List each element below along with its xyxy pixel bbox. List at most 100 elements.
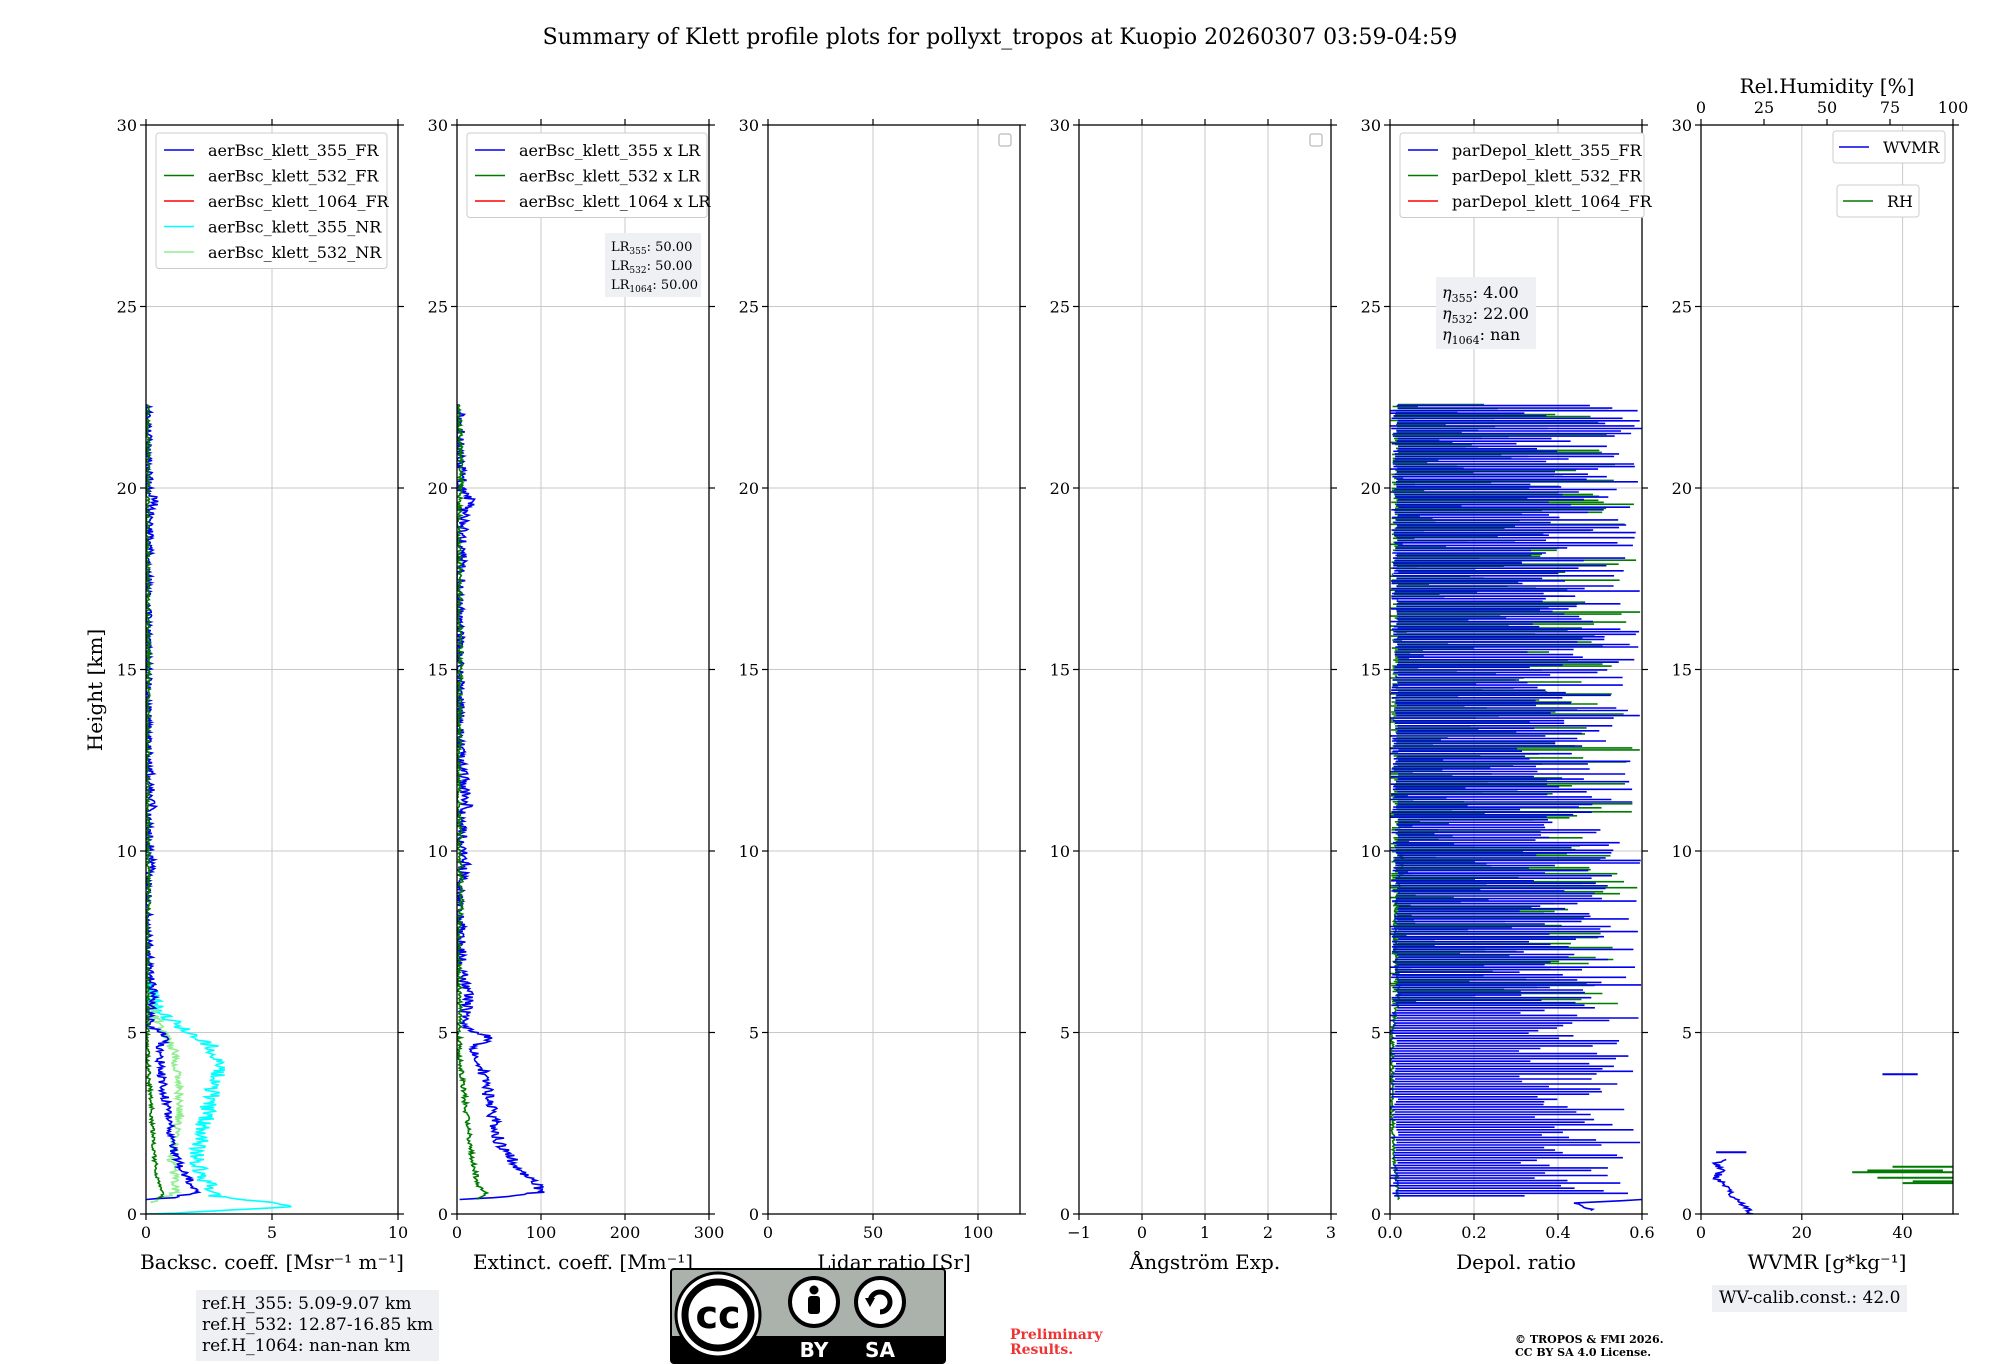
x-axis-title: Ångström Exp.: [1129, 1249, 1280, 1274]
copyright-note: © TROPOS & FMI 2026. CC BY SA 4.0 Licens…: [1515, 1333, 1664, 1359]
y-tick-label: 5: [749, 1024, 759, 1043]
y-tick-label: 0: [127, 1205, 137, 1224]
legend-label: aerBsc_klett_532_FR: [208, 167, 379, 186]
x-axis-title: Depol. ratio: [1456, 1250, 1576, 1274]
x-axis-title: Backsc. coeff. [Msr⁻¹ m⁻¹]: [140, 1250, 404, 1274]
x-tick-label: 0: [1696, 1223, 1706, 1242]
cc-sa-label: SA: [865, 1338, 895, 1362]
y-tick-label: 0: [1060, 1205, 1070, 1224]
x-axis-title: WVMR [g*kg⁻¹]: [1748, 1250, 1907, 1274]
y-tick-label: 20: [1361, 479, 1381, 498]
y-tick-label: 20: [117, 479, 137, 498]
y-tick-label: 30: [1672, 116, 1692, 135]
series-group: [457, 403, 545, 1201]
x-tick-label: −1: [1067, 1223, 1091, 1242]
y-tick-label: 15: [117, 661, 137, 680]
y-tick-label: 0: [1371, 1205, 1381, 1224]
y-tick-label: 15: [1050, 661, 1070, 680]
panel-bsc: 0 5 10 15 20 25 30 0 5 10 Backsc. coeff. [Msr⁻¹ m⁻…: [117, 116, 409, 1274]
legend-label: parDepol_klett_1064_FR: [1452, 192, 1653, 211]
series-scan-parDepol_klett_355_FR: [1390, 404, 1642, 1197]
preliminary-note: Preliminary Results.: [1010, 1328, 1102, 1358]
lidar-ratio-bg: [605, 233, 701, 297]
sa-share-alike-icon: [854, 1276, 906, 1328]
y-tick-label: 15: [428, 661, 448, 680]
legend-box: [155, 132, 388, 269]
series-line-aerBsc_klett_355 x LR: [457, 403, 545, 1201]
preliminary-line-2: Results.: [1010, 1342, 1074, 1358]
y-tick-label: 15: [1361, 661, 1381, 680]
lidar-ratio-line: LR532: 50.00: [611, 259, 692, 276]
empty-legend-box: [998, 133, 1012, 147]
legend-label: aerBsc_klett_355_NR: [208, 218, 382, 237]
top-x-tick-label: 50: [1817, 98, 1837, 117]
series-line-parDepol_klett_355_FR: [1573, 1198, 1642, 1212]
x-tick-label: 0: [763, 1223, 773, 1242]
y-tick-label: 30: [1050, 116, 1070, 135]
y-tick-label: 20: [1050, 479, 1070, 498]
y-tick-label: 10: [428, 842, 448, 861]
y-tick-label: 20: [1672, 479, 1692, 498]
legend-label: aerBsc_klett_1064_FR: [208, 192, 390, 211]
y-tick-label: 25: [428, 298, 448, 317]
eta-line: η355: 4.00: [1442, 283, 1519, 305]
y-tick-label: 30: [117, 116, 137, 135]
y-tick-label: 5: [438, 1024, 448, 1043]
x-tick-label: 2: [1263, 1223, 1273, 1242]
legend-label: aerBsc_klett_355 x LR: [519, 141, 701, 160]
x-tick-label: 200: [610, 1223, 641, 1242]
cc-license-logo: cc BY SA: [670, 1268, 946, 1364]
top-x-tick-label: 25: [1754, 98, 1774, 117]
legend-label: aerBsc_klett_1064 x LR: [519, 192, 711, 211]
figure-title: Summary of Klett profile plots for polly…: [543, 25, 1458, 50]
copyright-line-1: © TROPOS & FMI 2026.: [1515, 1333, 1664, 1346]
y-tick-label: 30: [428, 116, 448, 135]
lidar-ratio-box: LR355: 50.00 LR532: 50.00 LR1064: 50.00: [605, 233, 701, 297]
series-line-aerBsc_klett_355_NR: [146, 981, 292, 1214]
series-group: [146, 404, 292, 1214]
series-line-WVMR: [1711, 1158, 1754, 1214]
top-x-tick-label: 0: [1696, 98, 1706, 117]
empty-legend-box: [1309, 133, 1323, 147]
top-x-tick-label: 75: [1880, 98, 1900, 117]
top-x-tick-label: 100: [1938, 98, 1969, 117]
wv-calibration-box: WV-calib.const.: 42.0: [1712, 1285, 1908, 1312]
y-tick-label: 20: [428, 479, 448, 498]
legend-label: parDepol_klett_532_FR: [1452, 167, 1643, 186]
legend: aerBsc_klett_355 x LR aerBsc_klett_532 x …: [466, 132, 711, 218]
y-tick-label: 20: [739, 479, 759, 498]
y-tick-label: 25: [739, 298, 759, 317]
legend-wvmr: WVMR: [1832, 130, 1946, 164]
legend-box: [466, 132, 708, 218]
legend-box: [1832, 130, 1946, 164]
y-tick-label: 5: [127, 1024, 137, 1043]
lidar-ratio-line: LR1064: 50.00: [611, 278, 698, 295]
x-tick-label: 0: [1137, 1223, 1147, 1242]
legend-label: aerBsc_klett_355_FR: [208, 141, 379, 160]
eta-bg: [1436, 277, 1536, 349]
x-tick-label: 20: [1792, 1223, 1812, 1242]
y-tick-label: 30: [739, 116, 759, 135]
legend-label: parDepol_klett_355_FR: [1452, 141, 1643, 160]
reference-heights-box: ref.H_355: 5.09-9.07 km ref.H_532: 12.87…: [196, 1290, 440, 1361]
y-tick-label: 15: [1672, 661, 1692, 680]
x-tick-label: 5: [267, 1223, 277, 1242]
cc-by-label: BY: [800, 1338, 829, 1362]
x-tick-label: 10: [388, 1223, 408, 1242]
y-tick-label: 25: [1672, 298, 1692, 317]
y-tick-label: 10: [739, 842, 759, 861]
x-tick-label: 0.0: [1377, 1223, 1402, 1242]
eta-line: η532: 22.00: [1442, 304, 1529, 326]
y-tick-label: 0: [438, 1205, 448, 1224]
y-tick-label: 0: [749, 1205, 759, 1224]
x-tick-label: 0.4: [1545, 1223, 1570, 1242]
legend-label: RH: [1887, 192, 1913, 211]
x-axis-title: Extinct. coeff. [Mm⁻¹]: [473, 1250, 693, 1274]
y-tick-label: 30: [1361, 116, 1381, 135]
x-tick-label: 0.6: [1629, 1223, 1654, 1242]
